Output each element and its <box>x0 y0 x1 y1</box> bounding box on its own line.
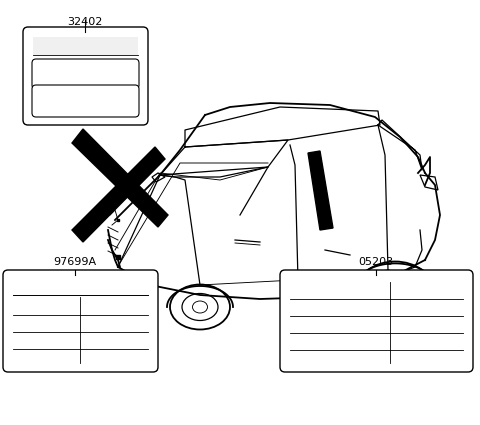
FancyBboxPatch shape <box>32 85 139 117</box>
Text: 05203: 05203 <box>359 257 394 267</box>
Polygon shape <box>308 151 333 230</box>
Bar <box>33 37 138 55</box>
Polygon shape <box>72 147 165 242</box>
Text: 97699A: 97699A <box>53 257 96 267</box>
Polygon shape <box>72 129 168 227</box>
FancyBboxPatch shape <box>3 270 158 372</box>
Text: 32402: 32402 <box>67 17 103 27</box>
FancyBboxPatch shape <box>32 59 139 89</box>
FancyBboxPatch shape <box>23 27 148 125</box>
FancyBboxPatch shape <box>280 270 473 372</box>
